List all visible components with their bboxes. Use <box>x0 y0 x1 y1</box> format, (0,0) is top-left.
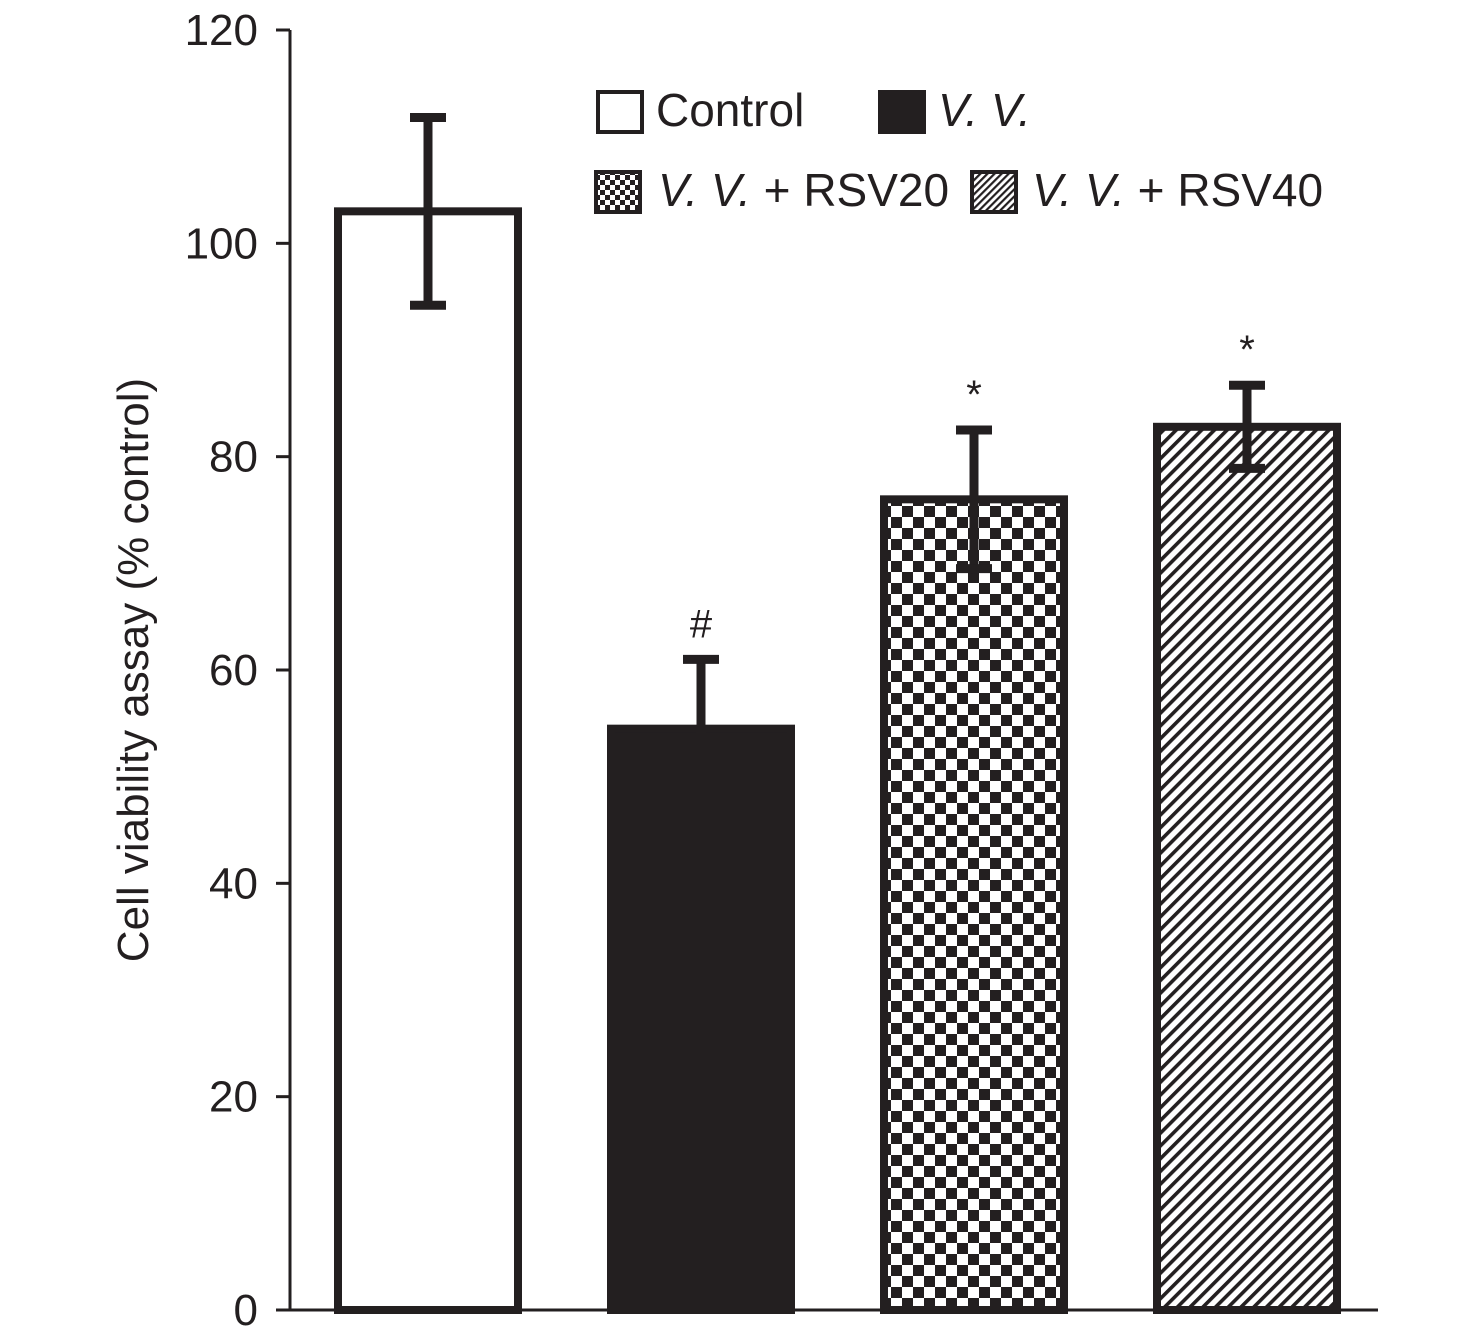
legend-suffix-vv-rsv40: + RSV40 <box>1125 164 1323 216</box>
legend-label-vv-rsv40: V. V. + RSV40 <box>1032 164 1323 216</box>
error-bars <box>410 112 1265 803</box>
legend-swatch-vv <box>878 90 926 134</box>
legend: Control V. V.V. V. + RSV20 V. V. + RSV40 <box>594 84 1323 216</box>
y-tick-label-1: 20 <box>209 1073 258 1122</box>
legend-swatch-vv-rsv40 <box>970 170 1018 214</box>
bar-vv-rsv40 <box>1153 422 1341 1314</box>
y-tick-label-2: 40 <box>209 859 258 908</box>
y-tick-label-5: 100 <box>185 219 258 268</box>
annotation-vv: # <box>690 602 713 646</box>
bar-control <box>334 207 522 1314</box>
legend-label-vv-rsv20: V. V. + RSV20 <box>658 164 949 216</box>
legend-italic-vv-rsv40: V. V. <box>1032 164 1125 216</box>
y-tick-label-3: 60 <box>209 646 258 695</box>
annotation-vv-rsv20: * <box>966 373 982 417</box>
y-tick-label-0: 0 <box>234 1286 258 1335</box>
legend-italic-vv: V. V. <box>938 84 1031 136</box>
error-bar-vv <box>683 654 719 803</box>
error-bar-vv-rsv20 <box>956 425 992 574</box>
legend-label-vv: V. V. <box>938 84 1031 136</box>
legend-italic-vv-rsv20: V. V. <box>658 164 751 216</box>
legend-swatch-vv-rsv20 <box>594 170 642 214</box>
y-ticks: 0 20 40 60 80 100 120 <box>185 6 290 1335</box>
bar-vv-rsv20 <box>880 495 1068 1315</box>
legend-label-control: Control <box>656 84 804 136</box>
y-tick-label-6: 120 <box>185 6 258 55</box>
y-tick-label-4: 80 <box>209 433 258 482</box>
bars <box>334 207 1341 1315</box>
bar-vv <box>607 724 795 1314</box>
error-bar-control <box>410 112 446 310</box>
y-axis-title: Cell viability assay (% control) <box>109 378 158 962</box>
annotation-vv-rsv40: * <box>1239 328 1255 372</box>
error-bar-vv-rsv40 <box>1229 380 1265 473</box>
legend-suffix-vv-rsv20: + RSV20 <box>751 164 949 216</box>
legend-swatch-control <box>596 90 644 134</box>
significance-annotations: # * * <box>690 328 1255 646</box>
